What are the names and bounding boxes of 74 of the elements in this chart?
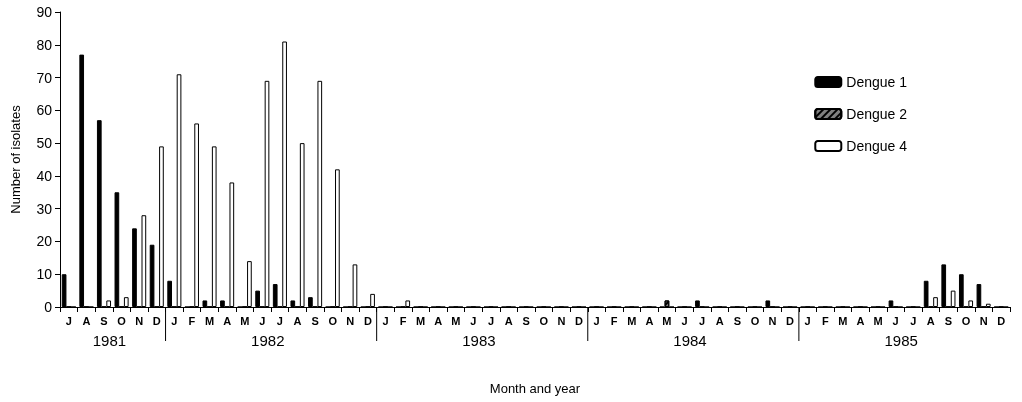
x-tick-label: J bbox=[804, 314, 811, 327]
x-tick-label: O bbox=[961, 314, 971, 327]
x-tick-label: M bbox=[627, 314, 637, 327]
x-tick-label: S bbox=[733, 314, 741, 327]
x-tick-label: N bbox=[979, 314, 988, 327]
x-tick-label: D bbox=[152, 314, 161, 327]
x-tick-label: S bbox=[100, 314, 108, 327]
x-axis-title: Month and year bbox=[489, 381, 581, 396]
x-tick-label: N bbox=[346, 314, 355, 327]
x-tick-label: F bbox=[188, 314, 196, 327]
legend-label: Dengue 2 bbox=[846, 106, 908, 122]
x-tick-label: F bbox=[399, 314, 407, 327]
y-tick-label: 30 bbox=[36, 200, 53, 217]
x-tick-label: M bbox=[240, 314, 250, 327]
x-tick-label: J bbox=[487, 314, 495, 327]
y-tick-label: 10 bbox=[36, 266, 53, 283]
x-tick-label: O bbox=[328, 314, 338, 327]
x-tick-label: A bbox=[926, 314, 935, 327]
x-tick-label: J bbox=[382, 314, 389, 327]
y-tick-label: 60 bbox=[36, 102, 53, 119]
y-tick-label: 80 bbox=[36, 36, 53, 53]
text: 1981 bbox=[92, 332, 127, 349]
x-tick-label: J bbox=[171, 314, 178, 327]
x-tick-label: J bbox=[681, 314, 688, 327]
text: 1984 bbox=[673, 332, 707, 349]
y-tick-label: 20 bbox=[36, 233, 53, 250]
x-tick-label: D bbox=[575, 314, 583, 327]
text: 1985 bbox=[884, 332, 918, 349]
x-tick-label: N bbox=[768, 314, 777, 327]
x-tick-label: M bbox=[838, 314, 848, 327]
x-tick-label: D bbox=[363, 314, 372, 327]
x-tick-label: A bbox=[293, 314, 302, 327]
x-tick-label: M bbox=[204, 314, 215, 327]
x-tick-label: A bbox=[82, 314, 91, 327]
x-tick-label: F bbox=[821, 314, 829, 327]
x-tick-label: J bbox=[470, 314, 477, 327]
x-tick-label: M bbox=[662, 314, 672, 327]
x-tick-label: S bbox=[522, 314, 530, 327]
x-tick-label: J bbox=[65, 314, 72, 327]
x-tick-label: J bbox=[593, 314, 600, 327]
x-tick-label: S bbox=[311, 314, 319, 327]
x-tick-label: M bbox=[873, 314, 883, 327]
y-tick-label: 50 bbox=[36, 135, 53, 152]
x-tick-label: M bbox=[451, 314, 461, 327]
x-tick-label: A bbox=[856, 314, 865, 327]
x-tick-label: J bbox=[910, 314, 917, 327]
x-tick-label: J bbox=[699, 314, 706, 327]
x-tick-label: A bbox=[504, 314, 513, 327]
x-tick-label: A bbox=[434, 314, 443, 327]
x-tick-label: N bbox=[557, 314, 566, 327]
x-tick-label: O bbox=[750, 314, 760, 327]
text: 1982 bbox=[251, 332, 285, 349]
x-tick-label: J bbox=[276, 314, 283, 327]
y-axis-title: Number of isolates bbox=[8, 104, 23, 214]
x-tick-label: D bbox=[786, 314, 795, 327]
x-tick-label: O bbox=[117, 314, 127, 327]
y-tick-label: 70 bbox=[36, 69, 53, 86]
x-tick-label: O bbox=[539, 314, 549, 327]
x-tick-label: A bbox=[715, 314, 724, 327]
y-tick-label: 40 bbox=[36, 167, 53, 184]
x-tick-label: M bbox=[416, 314, 426, 327]
x-tick-label: A bbox=[223, 314, 232, 327]
x-tick-label: A bbox=[645, 314, 654, 327]
text: 1983 bbox=[462, 332, 496, 349]
x-tick-label: J bbox=[892, 314, 899, 327]
legend-label: Dengue 1 bbox=[846, 74, 908, 90]
y-tick-label: 0 bbox=[44, 299, 53, 315]
x-tick-label: D bbox=[997, 314, 1006, 327]
y-tick-label: 90 bbox=[36, 4, 53, 20]
x-tick-label: F bbox=[610, 314, 618, 327]
x-tick-label: J bbox=[259, 314, 266, 327]
legend-label: Dengue 4 bbox=[846, 138, 908, 154]
x-tick-label: S bbox=[944, 314, 953, 327]
x-tick-label: N bbox=[135, 314, 144, 327]
